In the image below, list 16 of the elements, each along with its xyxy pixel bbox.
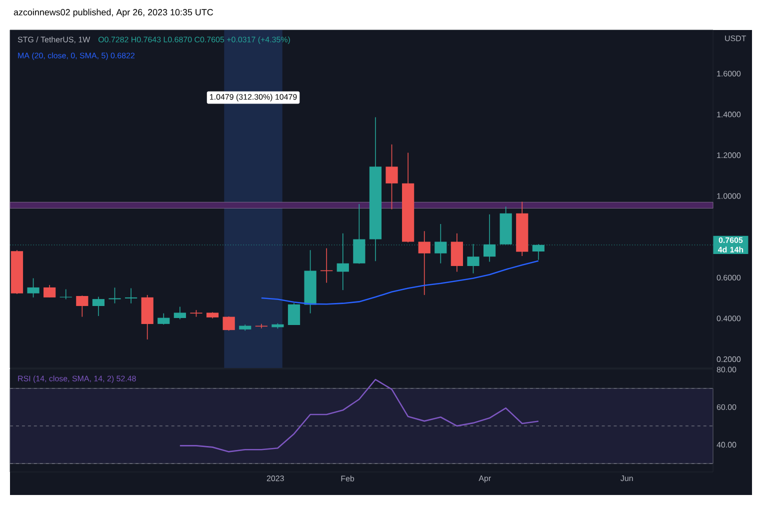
candlestick — [44, 284, 56, 298]
text: azcoinnews02 published, Apr 26, 2023 10:35 UTC — [14, 8, 214, 18]
candlestick — [124, 288, 138, 304]
candlestick — [158, 312, 170, 325]
candlestick — [222, 316, 235, 332]
line-series — [179, 378, 540, 452]
candlestick — [27, 278, 40, 298]
candlestick — [418, 230, 430, 296]
candlestick — [174, 306, 186, 320]
candlestick — [467, 244, 480, 274]
line-series — [260, 260, 540, 305]
candlestick — [92, 296, 105, 316]
candlestick — [76, 295, 88, 318]
candlestick — [108, 287, 121, 304]
candlestick — [288, 302, 300, 326]
candlestick — [386, 144, 398, 210]
